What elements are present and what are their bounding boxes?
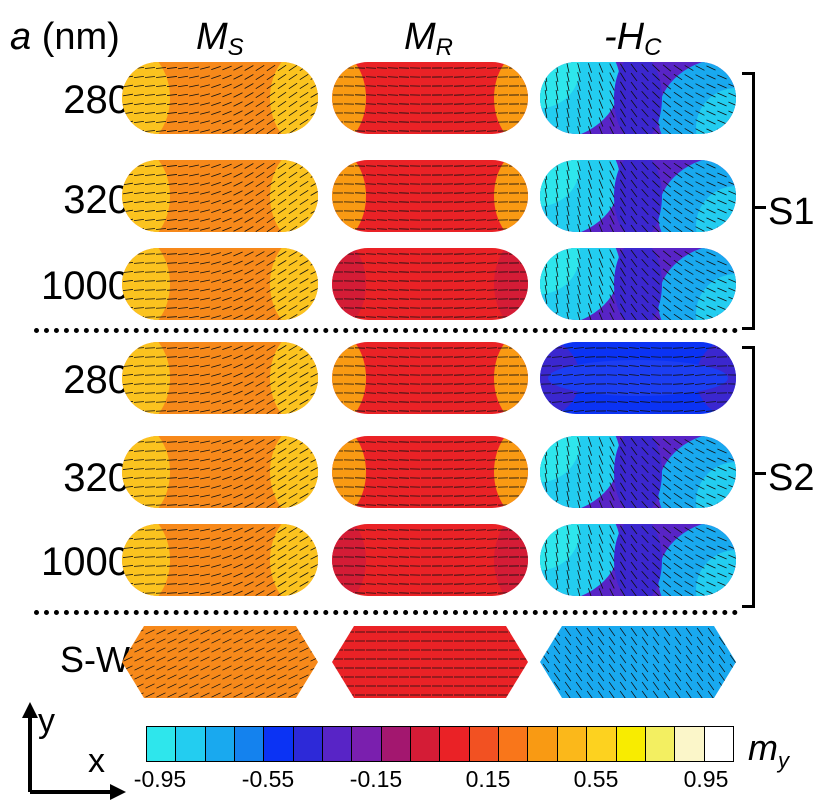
colorbar-cell <box>205 727 236 761</box>
hc-panel-row-4 <box>540 342 736 414</box>
colorbar-cell <box>704 727 733 761</box>
bracket-s2-tick <box>752 472 766 475</box>
separator-s1-s2 <box>34 328 738 333</box>
colorbar-cell <box>352 727 382 761</box>
ms-panel-row-2 <box>122 160 318 232</box>
row-label-s1-1000: 1000 <box>41 264 130 308</box>
colorbar-cell <box>557 727 588 761</box>
row-label-sw: S-W <box>60 639 130 680</box>
hc-panel-row-6 <box>540 524 736 596</box>
mr-panel-row-1 <box>332 62 528 134</box>
row-label-s2-280: 280 <box>63 358 130 402</box>
mr-panel-row-3 <box>332 248 528 320</box>
colorbar <box>146 726 734 762</box>
header-ms-main: M <box>196 16 228 58</box>
header-ms-sub: S <box>227 34 244 61</box>
mr-panel-row-2 <box>332 160 528 232</box>
bracket-s2 <box>742 346 755 608</box>
header-ms: MS <box>196 18 244 60</box>
header-a-symbol: a <box>10 16 32 58</box>
header-mr: MR <box>404 18 453 60</box>
hc-panel-row-5 <box>540 436 736 508</box>
colorbar-tick-label: 0.95 <box>683 766 729 792</box>
row-label-s2-1000: 1000 <box>41 540 130 584</box>
hc-panel-row-1 <box>540 62 736 134</box>
colorbar-cell <box>147 727 177 761</box>
row-label-s1-280: 280 <box>63 78 130 122</box>
header-hc-main: -H <box>604 16 645 58</box>
mr-panel-row-6 <box>332 524 528 596</box>
colorbar-cell <box>264 727 294 761</box>
ms-panel-row-3 <box>122 248 318 320</box>
mr-panel-row-4 <box>332 342 528 414</box>
ms-panel-row-5 <box>122 436 318 508</box>
colorbar-cell <box>587 727 617 761</box>
colorbar-tick-label: 0.55 <box>573 766 619 792</box>
colorbar-cell <box>235 727 265 761</box>
group-label-s2: S2 <box>768 457 815 499</box>
colorbar-cell <box>176 727 206 761</box>
row-label-s2-320: 320 <box>63 456 130 500</box>
colorbar-cell <box>616 727 646 761</box>
ms-panel-row-1 <box>122 62 318 134</box>
colorbar-tick-label: -0.95 <box>133 766 187 792</box>
group-label-s1: S1 <box>768 191 815 233</box>
colorbar-label: my <box>748 727 789 774</box>
colorbar-label-main: m <box>748 727 778 768</box>
colorbar-cell <box>499 727 529 761</box>
colorbar-cell <box>381 727 412 761</box>
colorbar-tick-label: 0.15 <box>465 766 511 792</box>
colorbar-tick-label: -0.55 <box>241 766 295 792</box>
colorbar-cell <box>528 727 558 761</box>
hc-panel-row-3 <box>540 248 736 320</box>
y-axis-arrowhead <box>22 702 38 718</box>
bracket-s1 <box>742 72 755 330</box>
colorbar-cell <box>469 727 500 761</box>
header-hc-sub: C <box>644 34 662 61</box>
header-mr-sub: R <box>435 34 453 61</box>
header-a: a (nm) <box>10 18 120 56</box>
colorbar-cell <box>323 727 353 761</box>
axes-indicator <box>22 702 126 800</box>
ms-panel-row-4 <box>122 342 318 414</box>
ms-panel-row-6 <box>122 524 318 596</box>
ms-panel-row-7 <box>122 626 318 698</box>
separator-s2-sw <box>34 610 738 615</box>
colorbar-cell <box>675 727 705 761</box>
mr-panel-row-7 <box>332 626 528 698</box>
hc-panel-row-2 <box>540 160 736 232</box>
x-axis-arrowhead <box>110 784 126 800</box>
colorbar-tick-label: -0.15 <box>349 766 403 792</box>
mr-panel-row-5 <box>332 436 528 508</box>
x-axis-label: x <box>88 742 105 780</box>
header-mr-main: M <box>404 16 436 58</box>
header-hc: -HC <box>604 18 661 60</box>
header-a-unit: (nm) <box>41 16 120 58</box>
colorbar-label-sub: y <box>778 748 789 773</box>
hc-panel-row-7 <box>540 626 736 698</box>
bracket-s1-tick <box>752 206 766 209</box>
y-axis-label: y <box>38 702 55 740</box>
colorbar-cell <box>293 727 324 761</box>
colorbar-cell <box>440 727 470 761</box>
colorbar-cell <box>411 727 441 761</box>
row-label-s1-320: 320 <box>63 178 130 222</box>
colorbar-cell <box>645 727 676 761</box>
